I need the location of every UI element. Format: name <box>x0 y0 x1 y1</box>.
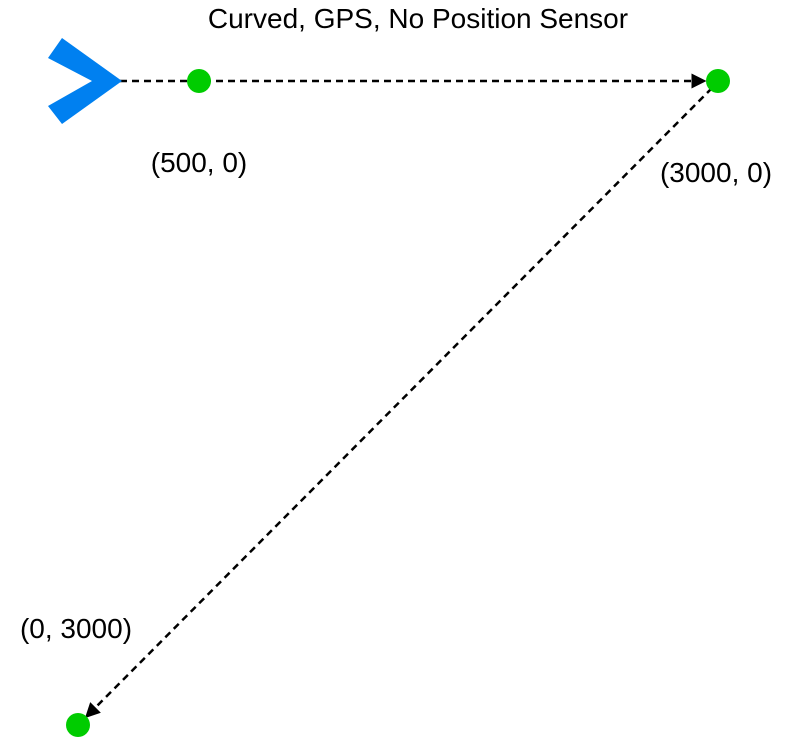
waypoint-dot-3000-0 <box>706 69 730 93</box>
waypoint-label-500-0: (500, 0) <box>151 147 248 178</box>
path-segment-diagonal <box>84 87 713 719</box>
waypoint-label-0-3000: (0, 3000) <box>20 613 132 644</box>
waypoint-label-3000-0: (3000, 0) <box>660 157 772 188</box>
robot-chevron-icon <box>48 38 122 124</box>
waypoint-dot-500-0 <box>187 69 211 93</box>
waypoint-dot-0-3000 <box>66 713 90 737</box>
diagram-title: Curved, GPS, No Position Sensor <box>208 3 628 34</box>
